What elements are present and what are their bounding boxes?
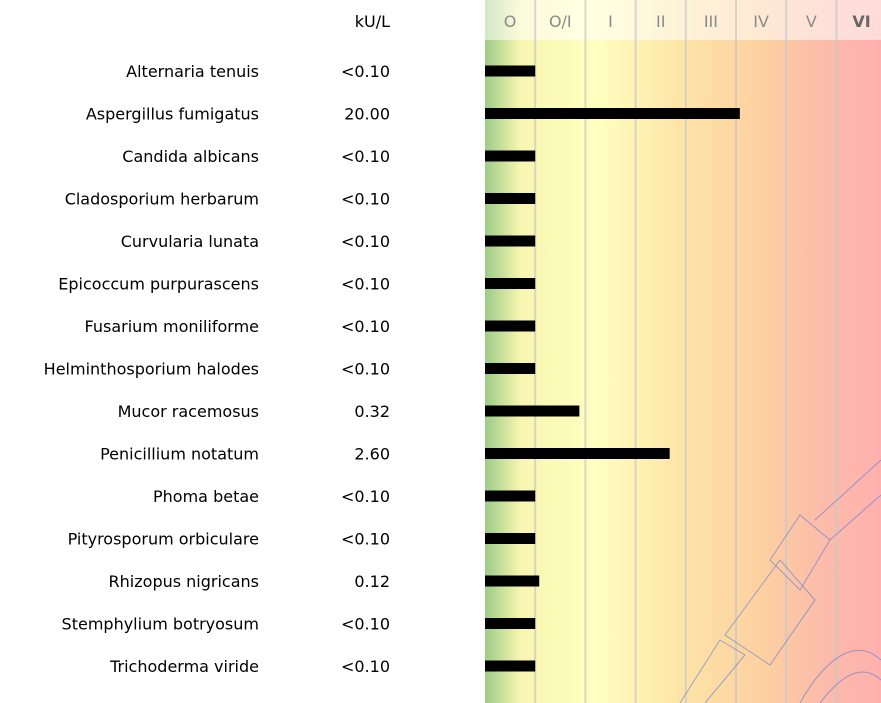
bar [485, 661, 535, 672]
bar [485, 108, 740, 119]
allergen-row: Helminthosporium halodes <0.10 [44, 360, 536, 379]
allergen-value: <0.10 [341, 615, 390, 634]
allergen-value: <0.10 [341, 530, 390, 549]
allergen-name: Trichoderma viride [109, 657, 259, 676]
bar [485, 278, 535, 289]
class-header-band [485, 0, 881, 40]
bar [485, 236, 535, 247]
allergen-value: <0.10 [341, 487, 390, 506]
bar [485, 363, 535, 374]
bar [485, 491, 535, 502]
allergen-name: Helminthosporium halodes [44, 360, 259, 379]
allergen-row: Trichoderma viride <0.10 [109, 657, 535, 676]
bar [485, 533, 535, 544]
allergen-row: Pityrosporum orbiculare <0.10 [68, 530, 536, 549]
bar [485, 321, 535, 332]
allergen-name: Mucor racemosus [118, 402, 259, 421]
allergen-value: <0.10 [341, 657, 390, 676]
allergen-value: <0.10 [341, 147, 390, 166]
allergen-row: Stemphylium botryosum <0.10 [62, 615, 536, 634]
allergen-value: 0.12 [354, 572, 390, 591]
allergen-value: <0.10 [341, 190, 390, 209]
allergen-row: Rhizopus nigricans 0.12 [109, 572, 540, 591]
bar [485, 66, 535, 77]
allergen-row: Alternaria tenuis <0.10 [126, 62, 535, 81]
allergen-name: Penicillium notatum [100, 445, 259, 464]
allergen-value: <0.10 [341, 232, 390, 251]
allergen-value: <0.10 [341, 317, 390, 336]
allergen-name: Candida albicans [122, 147, 259, 166]
class-label-4: III [704, 12, 718, 31]
allergen-row: Curvularia lunata <0.10 [121, 232, 535, 251]
allergen-row: Phoma betae <0.10 [153, 487, 535, 506]
allergen-row: Cladosporium herbarum <0.10 [65, 190, 536, 209]
bar [485, 151, 535, 162]
allergen-row: Candida albicans <0.10 [122, 147, 535, 166]
allergen-name: Stemphylium botryosum [62, 615, 259, 634]
allergen-name: Phoma betae [153, 487, 259, 506]
allergen-name: Alternaria tenuis [126, 62, 259, 81]
allergen-name: Fusarium moniliforme [85, 317, 259, 336]
bar [485, 448, 670, 459]
allergen-value: <0.10 [341, 360, 390, 379]
class-label-3: II [656, 12, 665, 31]
unit-label: kU/L [355, 12, 390, 31]
allergen-value: 0.32 [354, 402, 390, 421]
allergen-name: Pityrosporum orbiculare [68, 530, 259, 549]
allergen-value: <0.10 [341, 62, 390, 81]
allergen-name: Aspergillus fumigatus [86, 105, 259, 124]
allergen-row: Fusarium moniliforme <0.10 [85, 317, 536, 336]
class-label-0: O [504, 12, 517, 31]
bar [485, 576, 539, 587]
allergen-value: 2.60 [354, 445, 390, 464]
class-label-7: VI [852, 12, 870, 31]
allergen-name: Cladosporium herbarum [65, 190, 259, 209]
allergen-value: <0.10 [341, 275, 390, 294]
allergen-name: Rhizopus nigricans [109, 572, 259, 591]
allergen-name: Curvularia lunata [121, 232, 259, 251]
bar [485, 193, 535, 204]
bar [485, 406, 579, 417]
class-label-5: IV [753, 12, 769, 31]
class-label-1: O/I [549, 12, 572, 31]
allergen-value: 20.00 [344, 105, 390, 124]
bar [485, 618, 535, 629]
allergen-row: Epicoccum purpurascens <0.10 [58, 275, 535, 294]
allergen-name: Epicoccum purpurascens [58, 275, 259, 294]
class-label-6: V [806, 12, 817, 31]
class-label-2: I [608, 12, 613, 31]
class-band-background [485, 0, 881, 703]
